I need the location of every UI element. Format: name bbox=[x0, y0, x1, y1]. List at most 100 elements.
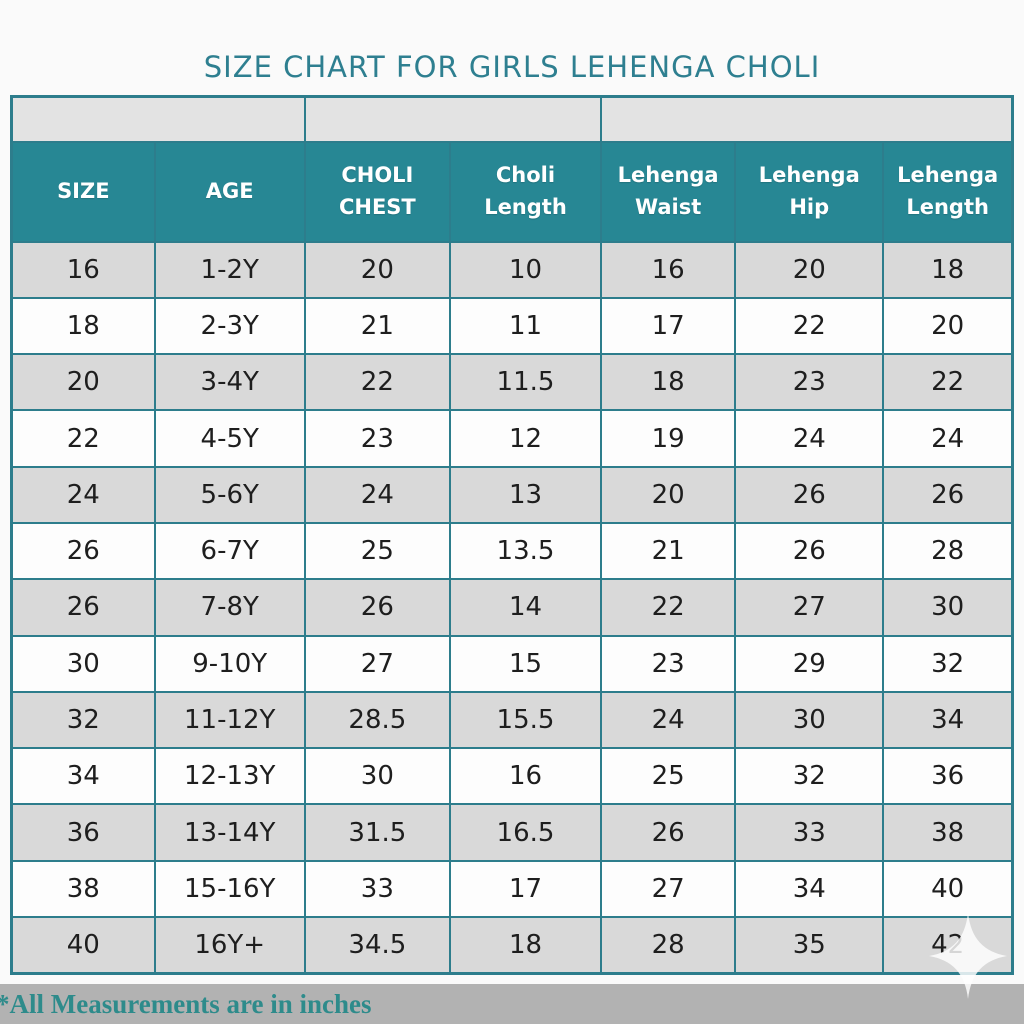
table-cell: 29 bbox=[734, 634, 885, 693]
table-cell: 23 bbox=[734, 353, 885, 412]
table-cell: 35 bbox=[734, 916, 885, 975]
table-cell: 26 bbox=[600, 803, 737, 862]
table-cell: 36 bbox=[882, 747, 1014, 806]
column-header: Choli Length bbox=[448, 140, 603, 243]
table-cell: 15-16Y bbox=[153, 859, 306, 919]
table-cell: 34.5 bbox=[303, 916, 451, 975]
table-cell: 24 bbox=[303, 465, 451, 524]
table-cell: 21 bbox=[600, 521, 737, 581]
table-cell: 27 bbox=[600, 859, 737, 919]
table-row: 26 6-7Y 25 13.5 21 26 28 bbox=[10, 521, 1014, 581]
table-cell: 16.5 bbox=[448, 803, 603, 862]
table-row: 38 15-16Y 33 17 27 34 40 bbox=[10, 859, 1014, 919]
column-header: CHOLI CHEST bbox=[303, 140, 451, 243]
table-cell: 31.5 bbox=[303, 803, 451, 862]
table-cell: 6-7Y bbox=[153, 521, 306, 581]
column-group-cell bbox=[600, 95, 1014, 143]
table-row: 16 1-2Y 20 10 16 20 18 bbox=[10, 240, 1014, 299]
table-cell: 10 bbox=[448, 240, 603, 299]
table-cell: 9-10Y bbox=[153, 634, 306, 693]
table-cell: 30 bbox=[734, 690, 885, 750]
table-cell: 36 bbox=[10, 803, 156, 862]
table-cell: 26 bbox=[10, 521, 156, 581]
table-cell: 40 bbox=[10, 916, 156, 975]
table-cell: 28 bbox=[600, 916, 737, 975]
table-cell: 28 bbox=[882, 521, 1014, 581]
table-cell: 30 bbox=[303, 747, 451, 806]
table-cell: 16Y+ bbox=[153, 916, 306, 975]
table-cell: 22 bbox=[600, 578, 737, 637]
table-cell: 38 bbox=[882, 803, 1014, 862]
table-cell: 16 bbox=[10, 240, 156, 299]
table-cell: 34 bbox=[734, 859, 885, 919]
table-cell: 23 bbox=[600, 634, 737, 693]
table-cell: 34 bbox=[882, 690, 1014, 750]
table-cell: 26 bbox=[882, 465, 1014, 524]
table-cell: 28.5 bbox=[303, 690, 451, 750]
table-row: 40 16Y+ 34.5 18 28 35 42 bbox=[10, 916, 1014, 975]
table-row: 30 9-10Y 27 15 23 29 32 bbox=[10, 634, 1014, 693]
table-cell: 27 bbox=[734, 578, 885, 637]
table-cell: 22 bbox=[10, 409, 156, 468]
table-cell: 20 bbox=[10, 353, 156, 412]
table-cell: 20 bbox=[882, 296, 1014, 356]
table-cell: 33 bbox=[734, 803, 885, 862]
table-cell: 23 bbox=[303, 409, 451, 468]
table-cell: 18 bbox=[882, 240, 1014, 299]
table-cell: 24 bbox=[600, 690, 737, 750]
table-cell: 42 bbox=[882, 916, 1014, 975]
table-cell: 22 bbox=[734, 296, 885, 356]
table-cell: 27 bbox=[303, 634, 451, 693]
table-row: 32 11-12Y 28.5 15.5 24 30 34 bbox=[10, 690, 1014, 750]
table-cell: 11-12Y bbox=[153, 690, 306, 750]
table-cell: 25 bbox=[303, 521, 451, 581]
table-cell: 12 bbox=[448, 409, 603, 468]
table-cell: 18 bbox=[600, 353, 737, 412]
column-group-row bbox=[10, 95, 1014, 143]
table-row: 20 3-4Y 22 11.5 18 23 22 bbox=[10, 353, 1014, 412]
table-cell: 25 bbox=[600, 747, 737, 806]
table-cell: 3-4Y bbox=[153, 353, 306, 412]
column-header: Lehenga Length bbox=[882, 140, 1014, 243]
table-cell: 18 bbox=[448, 916, 603, 975]
table-cell: 17 bbox=[600, 296, 737, 356]
page-title: SIZE CHART FOR GIRLS LEHENGA CHOLI bbox=[203, 50, 821, 84]
column-header: SIZE bbox=[10, 140, 156, 243]
table-cell: 17 bbox=[448, 859, 603, 919]
header-row: SIZE AGE CHOLI CHEST Choli Length Lehenga Waist… bbox=[10, 140, 1014, 243]
table-cell: 16 bbox=[448, 747, 603, 806]
measurement-note: *All Measurements are in inches bbox=[0, 988, 372, 1019]
column-group-cell bbox=[10, 95, 306, 143]
table-cell: 26 bbox=[734, 521, 885, 581]
table-cell: 16 bbox=[600, 240, 737, 299]
table-cell: 19 bbox=[600, 409, 737, 468]
footer-band: *All Measurements are in inches bbox=[0, 984, 1024, 1024]
table-cell: 13.5 bbox=[448, 521, 603, 581]
table-row: 22 4-5Y 23 12 19 24 24 bbox=[10, 409, 1014, 468]
table-row: 36 13-14Y 31.5 16.5 26 33 38 bbox=[10, 803, 1014, 862]
table-cell: 32 bbox=[882, 634, 1014, 693]
table-cell: 26 bbox=[10, 578, 156, 637]
table-cell: 11 bbox=[448, 296, 603, 356]
table-cell: 5-6Y bbox=[153, 465, 306, 524]
table-cell: 13-14Y bbox=[153, 803, 306, 862]
table-cell: 14 bbox=[448, 578, 603, 637]
table-cell: 21 bbox=[303, 296, 451, 356]
table-cell: 11.5 bbox=[448, 353, 603, 412]
table-cell: 2-3Y bbox=[153, 296, 306, 356]
table-cell: 32 bbox=[734, 747, 885, 806]
table-row: 24 5-6Y 24 13 20 26 26 bbox=[10, 465, 1014, 524]
table-cell: 15.5 bbox=[448, 690, 603, 750]
table-cell: 1-2Y bbox=[153, 240, 306, 299]
table-cell: 30 bbox=[10, 634, 156, 693]
table-cell: 22 bbox=[303, 353, 451, 412]
table-cell: 24 bbox=[10, 465, 156, 524]
column-header: Lehenga Hip bbox=[734, 140, 885, 243]
table-cell: 24 bbox=[882, 409, 1014, 468]
table-cell: 26 bbox=[303, 578, 451, 637]
table-cell: 34 bbox=[10, 747, 156, 806]
table-cell: 12-13Y bbox=[153, 747, 306, 806]
column-header: Lehenga Waist bbox=[600, 140, 737, 243]
table-cell: 4-5Y bbox=[153, 409, 306, 468]
